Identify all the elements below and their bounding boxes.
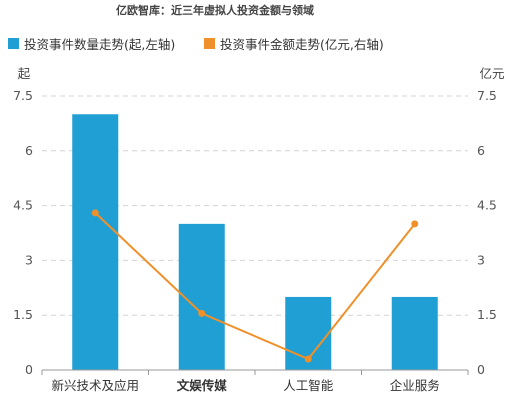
left-axis-unit: 起 bbox=[18, 66, 31, 81]
line-point-3 bbox=[304, 355, 312, 363]
legend-label-bar: 投资事件数量走势(起,左轴) bbox=[24, 37, 176, 52]
legend-swatch-line bbox=[204, 38, 215, 49]
legend-label-line: 投资事件金额走势(亿元,右轴) bbox=[220, 37, 384, 52]
left-tick-label: 0 bbox=[25, 362, 33, 377]
line-series bbox=[94, 212, 416, 361]
legend-item-line[interactable]: 投资事件金额走势(亿元,右轴) bbox=[204, 34, 384, 53]
line-point-4 bbox=[411, 220, 419, 228]
legend-swatch-bar bbox=[8, 38, 19, 49]
left-tick-label: 1.5 bbox=[13, 307, 33, 322]
line-point-2 bbox=[198, 309, 206, 317]
right-tick-label: 4.5 bbox=[477, 198, 497, 213]
left-tick-label: 6 bbox=[25, 143, 33, 158]
legend-item-bar[interactable]: 投资事件数量走势(起,左轴) bbox=[8, 34, 175, 53]
category-label-1: 新兴技术及应用 bbox=[51, 378, 139, 393]
chart-title: 亿欧智库：近三年虚拟人投资金额与领域 bbox=[116, 4, 314, 17]
right-tick-label: 6 bbox=[477, 143, 485, 158]
bar-1 bbox=[72, 114, 119, 371]
left-tick-label: 7.5 bbox=[13, 88, 33, 103]
left-tick-label: 4.5 bbox=[13, 198, 33, 213]
bar-2 bbox=[178, 223, 225, 370]
right-tick-label: 3 bbox=[477, 252, 485, 267]
right-tick-label: 0 bbox=[477, 362, 485, 377]
category-label-3: 人工智能 bbox=[283, 378, 334, 393]
left-tick-label: 3 bbox=[25, 252, 33, 267]
right-axis-unit: 亿元 bbox=[479, 66, 504, 81]
line-point-1 bbox=[91, 209, 99, 217]
right-tick-label: 1.5 bbox=[477, 307, 497, 322]
bar-4 bbox=[391, 296, 438, 370]
category-label-2: 文娱传媒 bbox=[177, 378, 228, 393]
category-label-4: 企业服务 bbox=[390, 378, 440, 393]
right-tick-label: 7.5 bbox=[477, 88, 497, 103]
